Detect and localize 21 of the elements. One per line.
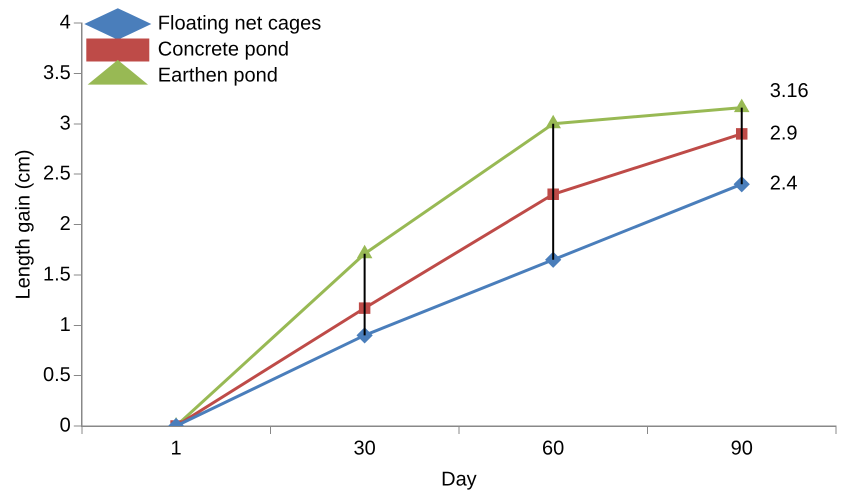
y-tick-label: 0.5 (42, 364, 71, 386)
data-label: 3.16 (770, 80, 809, 102)
y-tick-label: 4 (60, 12, 71, 34)
y-tick-label: 3 (60, 112, 71, 134)
y-tick-label: 3.5 (42, 62, 71, 84)
x-tick-label: 90 (730, 438, 753, 460)
y-tick-label: 0 (60, 414, 71, 437)
x-axis-title: Day (441, 468, 477, 491)
y-tick-label: 1.5 (42, 263, 71, 286)
x-tick-label: 1 (170, 438, 182, 460)
x-tick-label: 60 (542, 438, 564, 460)
legend-label: Earthen pond (158, 64, 278, 87)
legend-label: Concrete pond (158, 38, 290, 61)
y-tick-label: 2.5 (42, 162, 71, 185)
data-label: 2.9 (770, 122, 798, 144)
x-tick-label: 30 (354, 438, 376, 460)
data-label: 2.4 (770, 172, 798, 195)
y-axis-title: Length gain (cm) (12, 149, 35, 300)
y-tick-label: 2 (60, 213, 71, 236)
y-tick-label: 1 (60, 314, 71, 336)
legend-label: Floating net cages (158, 12, 322, 35)
